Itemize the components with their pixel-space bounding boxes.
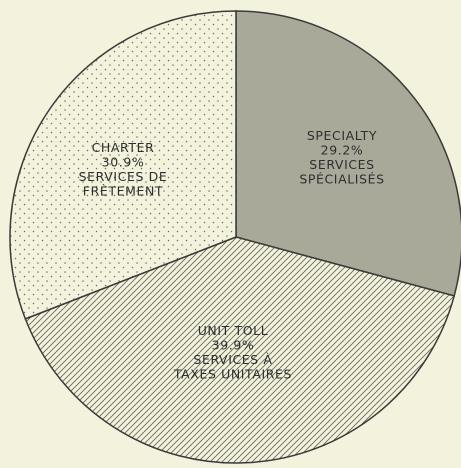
slice-label-charter-line-2: 30.9% (102, 154, 145, 169)
slice-label-specialty-line-2: 29.2% (321, 142, 364, 157)
slice-label-unit-toll-line-4: TAXES UNITAIRES (173, 366, 292, 381)
slice-label-specialty-line-4: SPÉCIALISÉS (299, 171, 384, 186)
pie-slice-charter (9, 10, 237, 320)
slice-label-unit-toll-line-1: UNIT TOLL (198, 323, 269, 338)
pie-slice-unit-toll (24, 236, 456, 464)
slice-label-charter-line-3: SERVICES DE (79, 169, 168, 184)
slice-label-charter-line-1: CHARTER (92, 140, 155, 155)
slice-label-specialty-line-1: SPECIALTY (307, 128, 377, 143)
slice-label-specialty-line-3: SERVICES (309, 157, 374, 172)
slice-label-unit-toll-line-3: SERVICES À (193, 352, 272, 367)
slice-label-unit-toll-line-2: 39.9% (212, 337, 255, 352)
slice-label-charter-line-4: FRÈTEMENT (83, 183, 163, 198)
pie-slice-specialty (235, 10, 461, 297)
